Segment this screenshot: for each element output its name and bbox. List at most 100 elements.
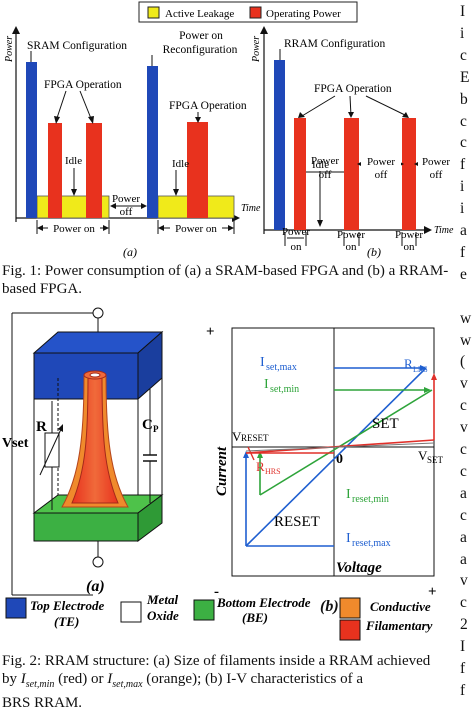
bottom-terminal <box>92 556 104 568</box>
fig1b-off-2: off <box>375 169 388 181</box>
fig1b-xlabel: Time <box>434 225 454 236</box>
iv-lrs-line <box>245 367 427 547</box>
iv-xlabel: Voltage <box>336 560 382 576</box>
fig1a-sram-config-bar <box>26 62 37 218</box>
legend-cond-2: Filamentary <box>365 618 433 633</box>
side-column-line: w <box>460 331 472 349</box>
legend-active-swatch <box>147 6 160 19</box>
legend-oxide-swatch <box>120 601 142 623</box>
fig1-legend-box <box>138 1 358 23</box>
side-column-line: i <box>460 24 465 42</box>
fig1b-power-off-2: Power <box>367 156 395 168</box>
fig2-caption-line2: by Iset,min (red) or Iset,max (orange); … <box>2 670 454 694</box>
iv-rhrs: R <box>256 459 265 474</box>
fig1a-power-on-reconf-1: Power on <box>179 30 223 42</box>
caption-rest: (orange); (b) I-V characteristics of a <box>142 671 363 687</box>
capacitor-sub: P <box>153 424 159 434</box>
side-column-line: I <box>460 3 466 20</box>
legend-be-1: Bottom Electrode <box>216 595 311 610</box>
side-column-line: a <box>460 528 467 546</box>
side-column-line: i <box>460 200 465 218</box>
side-column-line: a <box>460 222 467 239</box>
fig1b-fpga-op: FPGA Operation <box>314 83 392 95</box>
side-column-line: a <box>460 550 467 568</box>
side-column-line: b <box>460 90 468 108</box>
legend-active-label: Active Leakage <box>165 8 234 20</box>
fig2-caption-line1: Fig. 2: RRAM structure: (a) Size of fila… <box>2 653 431 669</box>
iv-reset: RESET <box>274 514 320 530</box>
fig1b-label: (b) <box>367 245 381 259</box>
fig1a-power-on-reconf-2: Reconfiguration <box>163 44 238 56</box>
legend-cond-orange-swatch <box>339 597 361 619</box>
fig1b-op-bar-3 <box>402 118 416 230</box>
fig1a-ylabel: Power <box>4 36 15 63</box>
iv-iset-min-sub: set,min <box>270 384 299 395</box>
side-column-line: c <box>460 397 467 415</box>
legend-be-2: (BE) <box>242 610 268 625</box>
side-column-line: v <box>460 572 468 590</box>
fig1b-ylabel: Power <box>251 36 262 63</box>
capacitor-label: C <box>142 417 153 433</box>
caption-iset-max: I <box>107 671 113 687</box>
iv-vreset-sub: RESET <box>241 433 269 443</box>
side-column-line: i <box>460 178 465 196</box>
legend-operating-label: Operating Power <box>266 8 341 20</box>
legend-cond-1: Conductive <box>370 599 431 614</box>
side-column-line: 2 <box>460 616 468 634</box>
iv-plus-x: + <box>428 584 437 600</box>
caption-red-or: (red) or <box>54 671 108 687</box>
resistor-label: R <box>36 419 47 435</box>
fig1b-on-1: on <box>291 241 303 253</box>
fig1a-power-off-1: Power <box>112 193 140 205</box>
fig1b-power-on-3: Power <box>395 229 423 241</box>
side-column-line: c <box>460 441 467 458</box>
fig1a-xlabel: Time <box>241 203 261 214</box>
fig1a-op-bar-1 <box>48 123 62 218</box>
caption-iset-max-sub: set,max <box>112 679 143 690</box>
legend-be-swatch <box>193 599 215 621</box>
fig2b-iv-chart: + Current - Voltage + 0 I set,max I set,… <box>206 324 444 600</box>
iv-iset-max: I <box>260 355 265 370</box>
side-column-line: f <box>460 243 466 261</box>
fig1-caption: Fig. 1: Power consumption of (a) a SRAM-… <box>2 263 449 297</box>
caption-iset-min-sub: set,min <box>25 679 55 690</box>
fig1b-on-2: on <box>346 241 358 253</box>
side-column-line: a <box>460 484 467 502</box>
iv-iset-min: I <box>264 377 269 392</box>
side-column-line: f <box>460 156 466 174</box>
iv-minus-x: - <box>214 584 219 600</box>
iv-ireset-max: I <box>346 531 351 546</box>
fig2b-label-text: (b) <box>320 598 339 615</box>
caption-by: by <box>2 671 21 687</box>
iv-plus-y: + <box>206 324 215 340</box>
side-column-line: c <box>460 462 467 480</box>
bottom-electrode-front <box>33 512 139 542</box>
fig1a-idle-1: Idle <box>65 155 82 167</box>
legend-cond-red-swatch <box>339 619 361 641</box>
side-column-line: f <box>460 681 466 699</box>
legend-te-swatch <box>5 597 27 619</box>
side-column-line: ( <box>460 353 466 371</box>
legend-operating-swatch <box>249 6 262 19</box>
top-terminal <box>92 307 104 319</box>
side-column-line: c <box>460 46 467 64</box>
iv-ireset-min: I <box>346 487 351 502</box>
legend-te-1: Top Electrode <box>30 598 104 613</box>
side-column-line: c <box>460 506 467 524</box>
fig1b-rram-config: RRAM Configuration <box>284 38 386 50</box>
iv-rlrs-sub: LRS <box>413 365 428 374</box>
fig2-legend: Top Electrode (TE) Metal Oxide Bottom El… <box>5 592 433 641</box>
fig1a-power-off-2: off <box>120 206 133 218</box>
side-column-line: I <box>460 638 466 656</box>
fig1a-op-bar-2 <box>86 123 102 218</box>
iv-zero: 0 <box>336 452 343 467</box>
iv-ireset-min-sub: reset,min <box>352 494 389 505</box>
iv-mid-line <box>259 389 433 496</box>
fig1b-off-1: off <box>319 169 332 181</box>
iv-vreset: V <box>232 429 242 444</box>
fig1b-idle: Idle <box>312 159 329 171</box>
fig2-caption: Fig. 2: RRAM structure: (a) Size of fila… <box>2 652 454 712</box>
fig1a-fpga-op-1: FPGA Operation <box>44 79 122 91</box>
fig1b-power-on-1: Power <box>282 226 310 238</box>
fig1b-off-3: off <box>430 169 443 181</box>
